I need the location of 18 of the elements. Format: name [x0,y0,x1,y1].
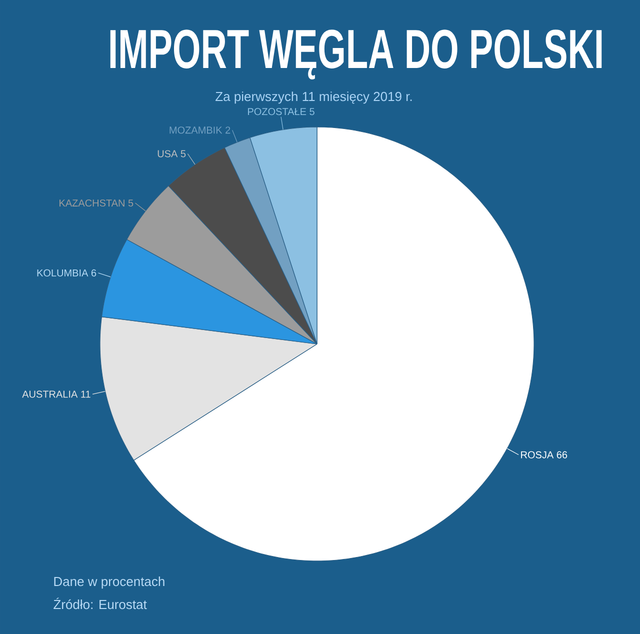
chart-title: IMPORT WĘGLA DO POLSKI [110,30,602,80]
slice-label: MOZAMBIK [170,126,222,134]
data-label: 11 [81,390,90,398]
slice-label: USA [158,150,178,158]
text: Źródło: Eurostat [54,598,147,610]
data-label: 5 [180,150,186,158]
chart-subtitle: Za pierwszych 11 miesięcy 2019 r. [216,92,412,104]
slice-label: KAZACHSTAN [60,199,124,207]
slice-label: KOLUMBIA [37,269,88,276]
data-label: 66 [556,451,568,458]
data-label: 2 [226,126,230,134]
slice-label: POZOSTAŁE [248,108,306,116]
slice-label: AUSTRALIA [22,390,78,398]
text: Dane w procentach [54,576,164,589]
data-label: 5 [128,200,134,207]
slice-label: ROSJA [521,451,554,458]
data-label: 5 [310,108,314,116]
data-label: 6 [91,269,96,276]
